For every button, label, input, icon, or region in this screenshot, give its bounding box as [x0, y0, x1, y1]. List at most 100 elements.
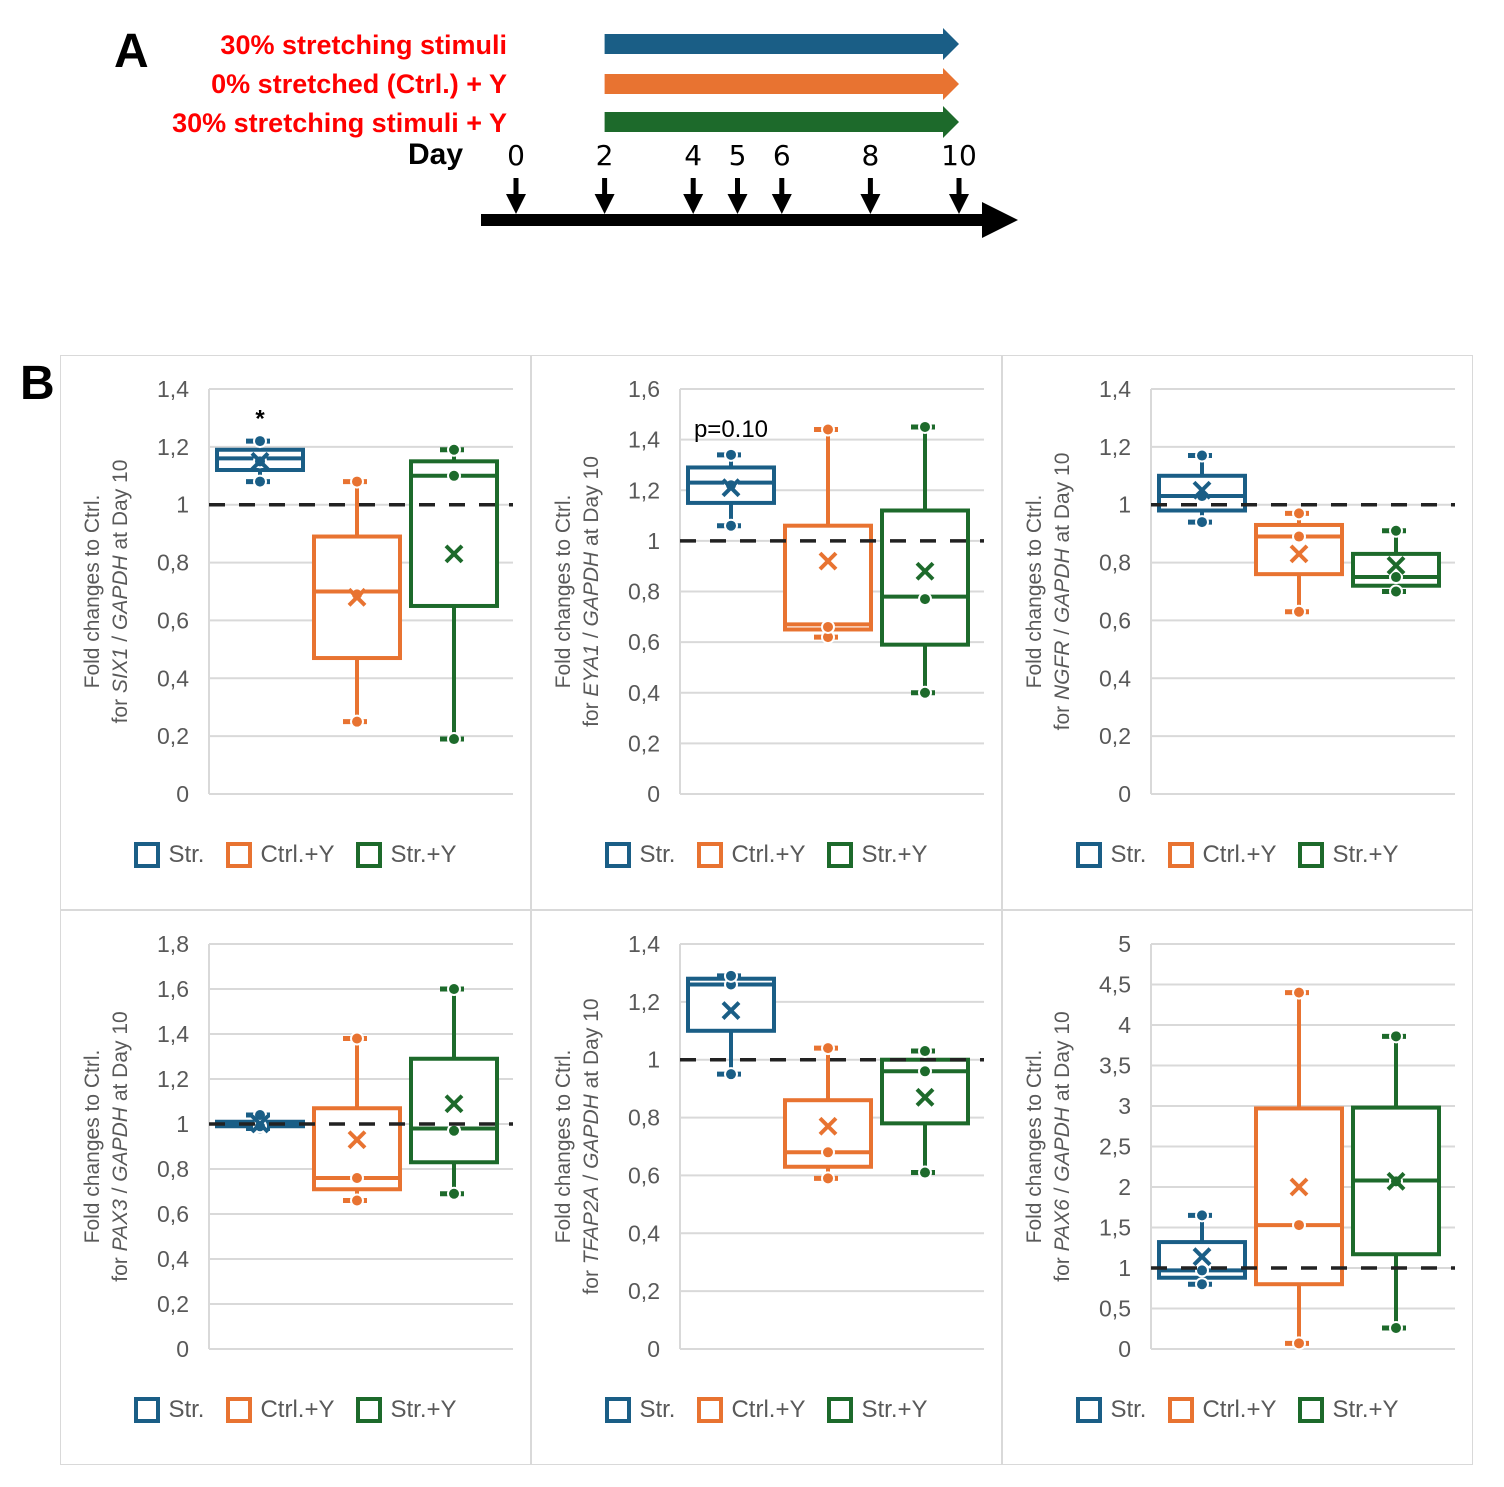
legend-label: Str.+Y — [390, 1396, 457, 1423]
legend-swatch-icon — [697, 1397, 724, 1423]
panel-b-letter: B — [20, 357, 55, 410]
box-ctrly — [312, 1031, 402, 1208]
y-tick-label: 0,8 — [628, 579, 660, 605]
legend-item: Str. — [1076, 841, 1146, 869]
legend-label: Ctrl.+Y — [1202, 1396, 1277, 1423]
legend-label: Ctrl.+Y — [731, 1396, 806, 1423]
legend-item: Str.+Y — [356, 1396, 457, 1424]
chart-pax3: 0 0,2 0,4 0,6 0,8 1 1,2 1,4 1,6 1,8 Fold changes t… — [60, 910, 531, 1465]
y-tick-label: 0 — [176, 1336, 189, 1362]
day-number: 6 — [772, 139, 791, 172]
y-tick-label: 0,6 — [1099, 607, 1131, 633]
legend-item: Ctrl.+Y — [697, 841, 805, 869]
legend-swatch-icon — [1298, 842, 1325, 868]
plot-area: 0 0,2 0,4 0,6 0,8 1 1,2 1,4 Fold changes to Ctrl… — [552, 931, 984, 1362]
y-tick-label: 1,2 — [1099, 434, 1131, 460]
legend-item: Str.+Y — [1298, 1396, 1399, 1424]
data-point — [1389, 584, 1403, 599]
box-str — [215, 1108, 305, 1136]
data-point — [1389, 523, 1403, 538]
plot-area: 0 0,2 0,4 0,6 0,8 1 1,2 1,4 1,6 1,8 Fold changes t… — [81, 931, 513, 1362]
mean-marker — [347, 1130, 367, 1150]
y-tick-label: 1,2 — [628, 477, 660, 503]
data-point — [350, 587, 364, 602]
iqr-box — [783, 523, 873, 632]
data-point — [253, 1108, 267, 1122]
legend-item: Str. — [605, 1396, 675, 1424]
data-point — [724, 447, 738, 462]
legend-swatch-icon — [1168, 1397, 1195, 1423]
box-ctrly — [783, 422, 873, 645]
y-tick-label: 0,2 — [1099, 723, 1131, 749]
y-tick-label: 1,5 — [1099, 1215, 1131, 1241]
mean-marker — [250, 451, 270, 471]
mean-marker — [1386, 1171, 1406, 1191]
y-axis-title: Fold changes to Ctrl.for SIX1 / GAPDH at… — [81, 460, 132, 724]
legend-label: Str. — [168, 1396, 205, 1423]
time-axis-arrow — [481, 202, 1018, 238]
y-tick-label: 0,8 — [157, 1156, 189, 1182]
day-number: 5 — [728, 139, 747, 172]
day-marker-arrow — [506, 178, 526, 214]
legend-label: Str.+Y — [861, 841, 928, 868]
box-ctrly — [1254, 985, 1344, 1351]
mean-marker — [915, 561, 935, 581]
legend-item: Ctrl.+Y — [1168, 841, 1276, 869]
data-point — [918, 592, 932, 607]
y-tick-label: 0,4 — [628, 1220, 660, 1246]
data-point — [350, 714, 364, 729]
y-tick-label: 3,5 — [1099, 1053, 1131, 1079]
legend-swatch-icon — [605, 842, 632, 868]
box-ctrly — [1254, 506, 1344, 619]
y-tick-label: 1,6 — [628, 376, 660, 402]
box-stry — [409, 442, 499, 747]
y-tick-label: 0 — [1118, 781, 1131, 807]
day-marker-arrow — [683, 178, 704, 214]
data-point — [1195, 1208, 1209, 1223]
y-tick-label: 1 — [647, 1047, 660, 1073]
data-point — [918, 685, 932, 700]
box-ctrly — [312, 474, 402, 729]
box-stry — [409, 982, 499, 1201]
data-point — [447, 732, 461, 747]
y-tick-label: 0 — [647, 781, 660, 807]
y-tick-label: 1,4 — [628, 427, 660, 453]
chart-legend: Str. Ctrl.+Y Str.+Y — [61, 841, 530, 869]
legend-label: Ctrl.+Y — [731, 841, 806, 868]
y-tick-label: 5 — [1118, 931, 1131, 957]
day-marker-arrow — [771, 178, 792, 214]
data-point — [821, 1145, 835, 1160]
legend-swatch-icon — [697, 842, 724, 868]
chart-legend: Str. Ctrl.+Y Str.+Y — [1003, 841, 1472, 869]
legend-item: Str.+Y — [1298, 841, 1399, 869]
data-point — [350, 1031, 364, 1046]
legend-label: Str.+Y — [390, 841, 457, 868]
legend-item: Str.+Y — [827, 841, 928, 869]
box-str — [686, 968, 776, 1082]
condition-label-stretch: 30% stretching stimuli — [220, 30, 507, 60]
data-point — [918, 1165, 932, 1180]
mean-marker — [1289, 544, 1309, 564]
data-point — [1292, 985, 1306, 1000]
y-tick-label: 0,6 — [157, 1201, 189, 1227]
y-axis-title: Fold changes to Ctrl.for NGFR / GAPDH at… — [1023, 453, 1074, 731]
legend-item: Str. — [605, 841, 675, 869]
y-tick-label: 0,8 — [157, 550, 189, 576]
legend-label: Str. — [639, 841, 676, 868]
chart-six1: 0 0,2 0,4 0,6 0,8 1 1,2 1,4 Fold changes to Ctrl… — [60, 355, 531, 910]
significance-annotation: p=0.10 — [694, 416, 768, 443]
y-tick-label: 1,6 — [157, 976, 189, 1002]
legend-item: Ctrl.+Y — [226, 841, 334, 869]
data-point — [1292, 506, 1306, 521]
day-marker-arrow — [949, 178, 969, 214]
data-point — [918, 1064, 932, 1079]
y-tick-label: 0,6 — [628, 629, 660, 655]
y-tick-label: 1 — [1118, 492, 1131, 518]
y-tick-label: 4 — [1118, 1012, 1131, 1038]
legend-label: Ctrl.+Y — [260, 1396, 335, 1423]
box-stry — [880, 1044, 970, 1180]
y-tick-label: 1,2 — [157, 1066, 189, 1092]
condition-label-stretch-y: 30% stretching stimuli + Y — [172, 108, 507, 138]
day-number: 8 — [861, 139, 880, 172]
legend-swatch-icon — [1298, 1397, 1325, 1423]
